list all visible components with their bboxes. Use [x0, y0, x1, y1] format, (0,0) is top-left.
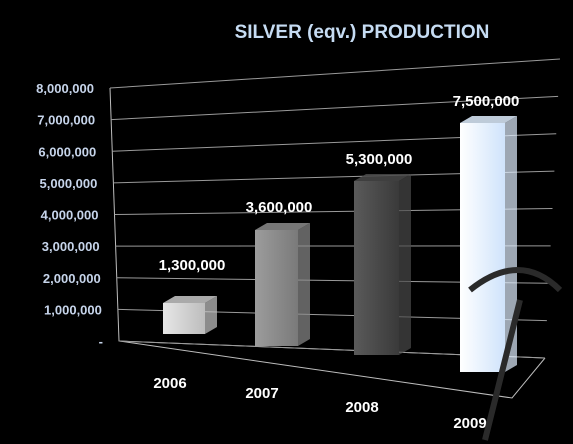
bar-side	[399, 174, 411, 355]
data-labels: 1,300,000 3,600,000 5,300,000 7,500,000	[159, 93, 520, 274]
bar-front	[163, 303, 205, 334]
bar-side	[505, 116, 517, 372]
bar-top	[255, 223, 310, 230]
gridline	[111, 95, 559, 121]
bar-front	[354, 181, 399, 355]
y-tick-label: 5,000,000	[40, 176, 98, 191]
y-tick-label: 1,000,000	[44, 302, 102, 317]
x-tick-label: 2006	[153, 375, 186, 392]
y-tick-label: 8,000,000	[36, 81, 94, 96]
y-tick-label: -	[99, 334, 103, 349]
y-tick-label: 3,000,000	[42, 239, 100, 254]
y-tick-label: 2,000,000	[43, 271, 101, 286]
x-axis-ticks: 2006 2007 2008 2009	[153, 375, 486, 432]
bar	[460, 116, 517, 372]
bar-front	[255, 230, 298, 346]
bars	[163, 116, 517, 372]
y-tick-label: 6,000,000	[38, 144, 96, 159]
data-label: 1,300,000	[159, 257, 226, 274]
bar-top	[163, 296, 217, 303]
bar	[163, 296, 217, 334]
bar	[354, 174, 411, 355]
x-tick-label: 2009	[453, 415, 486, 432]
data-label: 5,300,000	[346, 151, 413, 168]
y-tick-label: 7,000,000	[37, 113, 95, 128]
y-axis-ticks: - 1,000,000 2,000,000 3,000,000 4,000,000 5,0…	[36, 81, 103, 349]
bar-side	[205, 296, 217, 334]
bar-front	[460, 123, 505, 372]
data-label: 7,500,000	[453, 93, 520, 110]
chart-title: SILVER (eqv.) PRODUCTION	[235, 22, 490, 43]
watermark-logo	[468, 267, 563, 441]
x-tick-label: 2008	[345, 399, 378, 416]
data-label: 3,600,000	[246, 199, 313, 216]
y-tick-label: 4,000,000	[41, 208, 99, 223]
bar-top	[460, 116, 517, 123]
gridline	[109, 58, 561, 89]
bar-top	[354, 174, 411, 181]
bar-side	[298, 223, 310, 346]
bar	[255, 223, 310, 346]
x-tick-label: 2007	[245, 385, 278, 402]
